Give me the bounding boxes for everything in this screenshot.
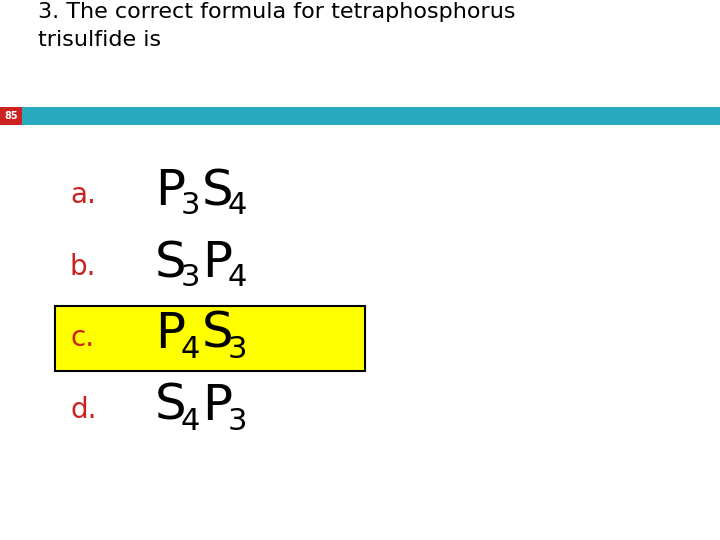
Bar xyxy=(0,107,720,125)
Text: 3: 3 xyxy=(181,264,200,293)
Text: P: P xyxy=(155,167,185,215)
Text: S: S xyxy=(155,239,186,287)
Text: 4: 4 xyxy=(181,407,200,435)
Text: 4: 4 xyxy=(228,192,248,220)
Text: S: S xyxy=(155,382,186,430)
Text: 4: 4 xyxy=(181,334,200,363)
Text: P: P xyxy=(202,382,232,430)
Text: P: P xyxy=(202,239,232,287)
Text: c.: c. xyxy=(70,324,94,352)
Text: trisulfide is: trisulfide is xyxy=(38,30,161,50)
Bar xyxy=(55,306,365,370)
Text: P: P xyxy=(155,310,185,358)
Text: S: S xyxy=(202,167,233,215)
Text: a.: a. xyxy=(70,181,96,209)
Text: 3: 3 xyxy=(181,192,200,220)
Text: 85: 85 xyxy=(4,111,18,121)
Text: b.: b. xyxy=(70,253,96,281)
Text: S: S xyxy=(202,310,233,358)
Text: 3: 3 xyxy=(228,334,248,363)
Text: d.: d. xyxy=(70,396,96,424)
Bar xyxy=(0,107,22,125)
Text: 4: 4 xyxy=(228,264,248,293)
Text: 3. The correct formula for tetraphosphorus: 3. The correct formula for tetraphosphor… xyxy=(38,2,516,22)
Text: 3: 3 xyxy=(228,407,248,435)
